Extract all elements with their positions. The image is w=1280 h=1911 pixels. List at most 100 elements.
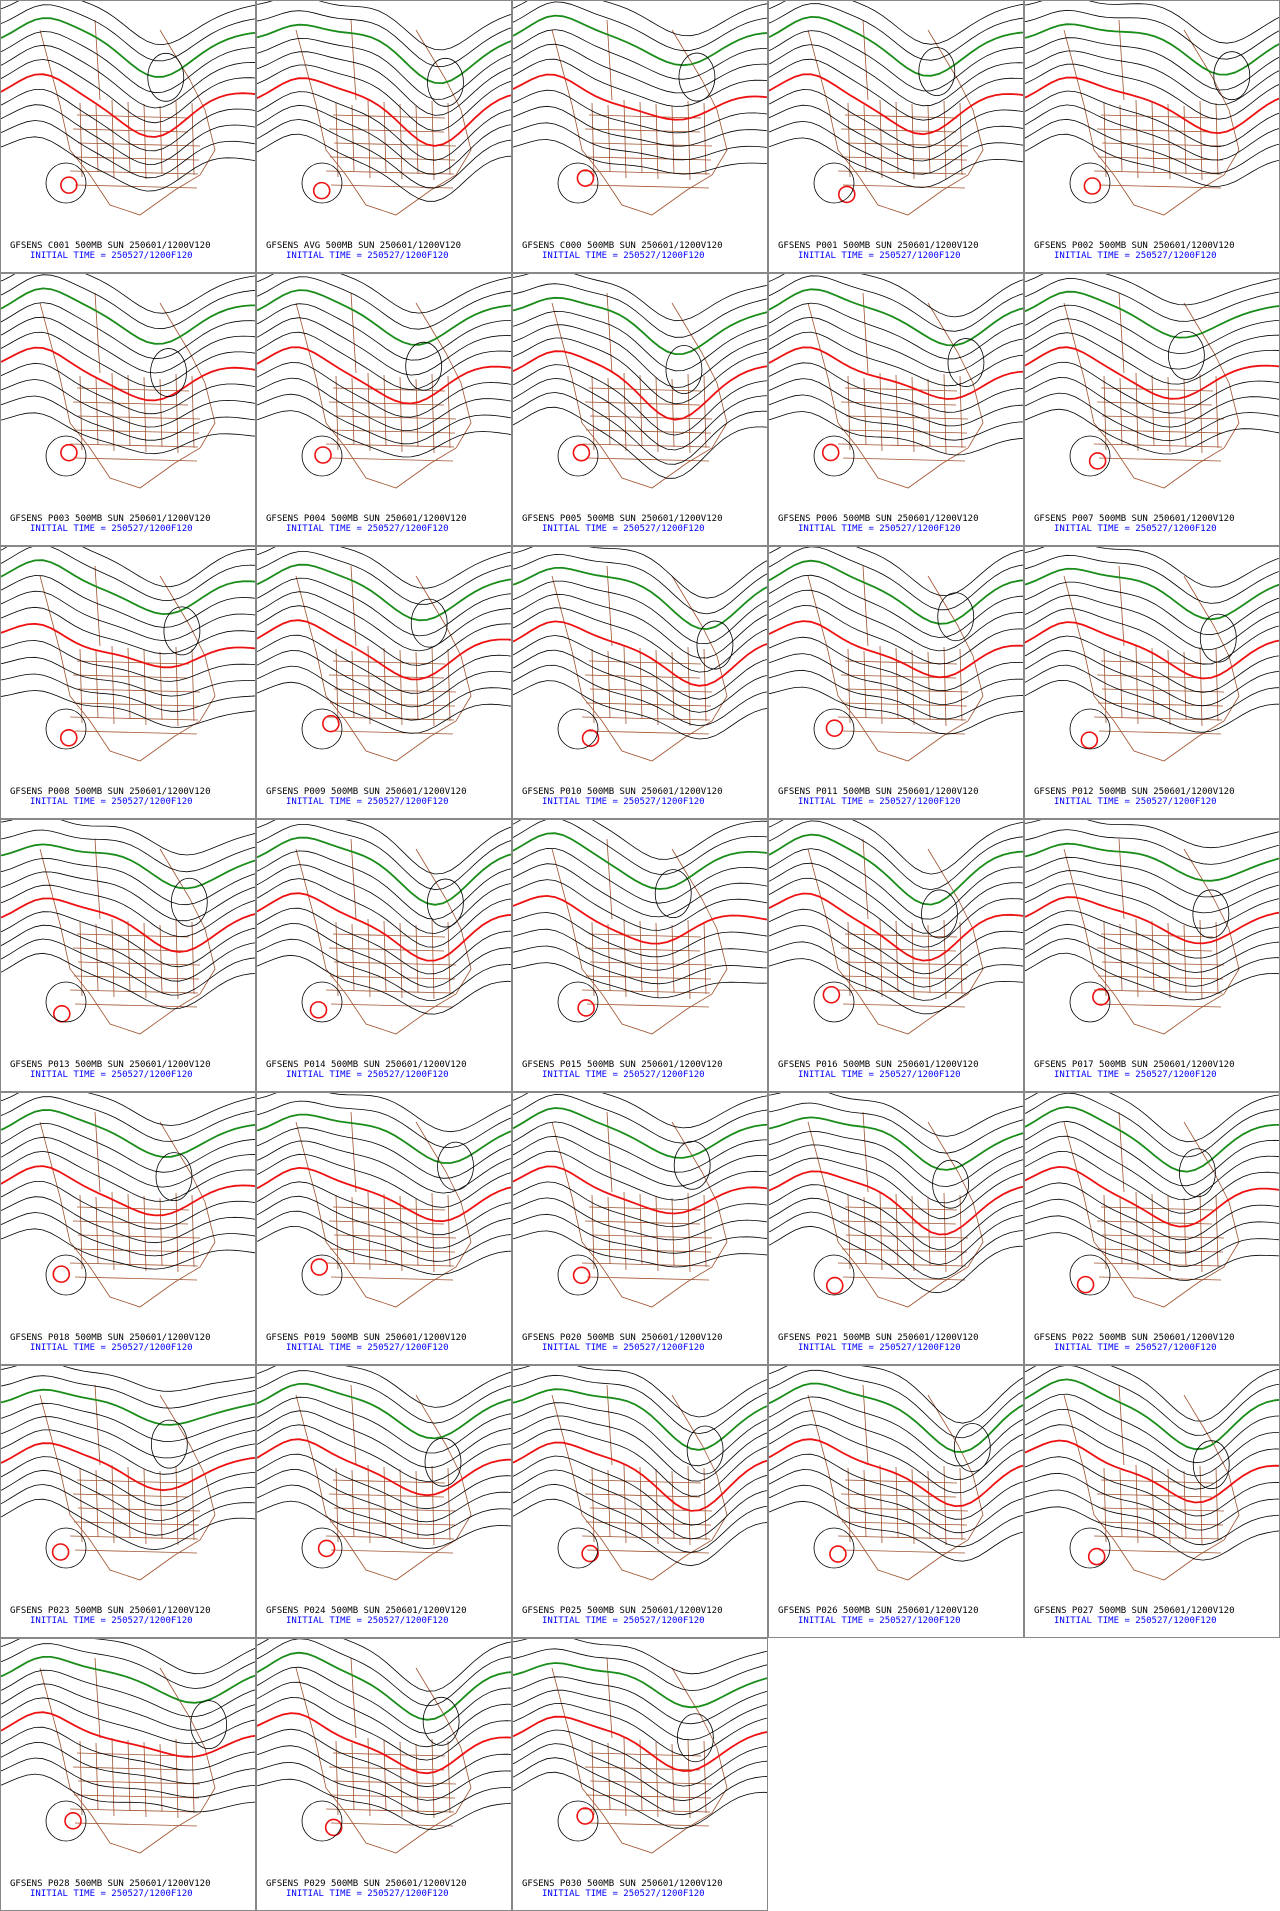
cutoff-ring <box>301 1527 343 1569</box>
cutoff-low <box>312 181 331 200</box>
contour <box>769 275 1023 332</box>
contour-576 <box>257 619 511 681</box>
cutoff-low <box>317 1539 336 1558</box>
contour <box>1 379 255 428</box>
cutoff-low <box>52 1265 71 1283</box>
map-panel: GFSENS P022 500MB SUN 250601/1200V120INI… <box>1024 1092 1280 1365</box>
closed-low <box>921 889 958 939</box>
contour <box>1 884 255 938</box>
map-area <box>513 1639 767 1854</box>
contour <box>1 871 255 922</box>
contour <box>1025 274 1279 306</box>
contour <box>769 1211 1023 1280</box>
map-area <box>1 274 255 489</box>
borders <box>39 1657 216 1854</box>
contour-576 <box>1 1711 255 1758</box>
contour <box>1025 581 1279 636</box>
borders <box>1063 19 1240 216</box>
contour <box>1 1402 255 1442</box>
contour <box>769 120 1023 175</box>
contour <box>1025 547 1279 588</box>
map-area <box>1025 547 1279 762</box>
contour <box>1025 1366 1279 1436</box>
contour <box>1025 50 1279 106</box>
contour <box>1 274 255 314</box>
panel-frame <box>256 1092 512 1365</box>
contour-576 <box>257 1712 511 1775</box>
panel-label: GFSENS P009 500MB SUN 250601/1200V120 <box>266 787 466 797</box>
contour <box>513 1455 767 1526</box>
panel-frame <box>768 273 1024 546</box>
contour <box>1 673 255 712</box>
contour-576 <box>513 1441 767 1512</box>
contour <box>1 1757 255 1798</box>
contour <box>513 364 767 436</box>
map-area <box>257 274 511 489</box>
closed-low <box>953 1423 991 1472</box>
map-panel: GFSENS P001 500MB SUN 250601/1200V120INI… <box>768 0 1024 273</box>
initial-time: INITIAL TIME = 250527/1200F120 <box>542 251 705 261</box>
borders <box>551 1384 728 1581</box>
initial-time: INITIAL TIME = 250527/1200F120 <box>30 251 193 261</box>
panel-label: GFSENS P022 500MB SUN 250601/1200V120 <box>1034 1333 1234 1343</box>
contour <box>1 590 255 642</box>
contour <box>1025 679 1279 733</box>
cutoff-ring <box>557 708 599 750</box>
contour <box>257 64 511 132</box>
panel-frame <box>1024 0 1280 273</box>
contour <box>769 58 1023 121</box>
contour <box>513 879 767 931</box>
panel-label: GFSENS P024 500MB SUN 250601/1200V120 <box>266 1606 466 1616</box>
map-area <box>257 1 511 216</box>
closed-low <box>673 1140 711 1190</box>
contour <box>1 1742 255 1784</box>
cutoff-ring <box>557 981 599 1023</box>
map-area <box>257 1366 511 1581</box>
contour <box>1 1228 255 1270</box>
contour <box>257 824 511 891</box>
contour <box>769 1396 1023 1467</box>
contour <box>1 1212 255 1257</box>
contour <box>513 1150 767 1201</box>
contour <box>513 820 767 860</box>
map-area <box>257 820 511 1035</box>
map-panel: GFSENS P003 500MB SUN 250601/1200V120INI… <box>0 273 256 546</box>
contour <box>257 1469 511 1523</box>
cutoff-low <box>322 714 340 733</box>
contour <box>513 554 767 615</box>
contour <box>513 1135 767 1187</box>
contour <box>513 962 767 999</box>
cutoff-ring <box>301 1800 343 1842</box>
contour <box>257 681 511 734</box>
contour <box>513 139 767 175</box>
map-area <box>513 1366 767 1581</box>
panel-frame <box>768 546 1024 819</box>
contour <box>513 1771 767 1829</box>
contour <box>513 274 767 322</box>
contour <box>513 1181 767 1228</box>
contour <box>513 928 767 971</box>
contour-552 <box>513 1388 767 1451</box>
contour <box>1025 870 1279 914</box>
contour <box>1025 923 1279 973</box>
cutoff-ring <box>1069 1254 1111 1296</box>
contour <box>257 820 511 875</box>
contour <box>1025 104 1279 161</box>
cutoff-ring <box>557 162 599 204</box>
borders <box>295 1384 472 1581</box>
contour <box>1 1683 255 1731</box>
contour-576 <box>513 894 767 945</box>
contour <box>513 1 767 37</box>
panel-label: GFSENS P018 500MB SUN 250601/1200V120 <box>10 1333 210 1343</box>
contour-552 <box>1025 23 1279 76</box>
contour <box>257 276 511 330</box>
contour <box>257 1778 511 1830</box>
contour-576 <box>257 892 511 962</box>
panel-frame <box>768 819 1024 1092</box>
contour <box>769 547 1023 611</box>
panel-label: GFSENS P007 500MB SUN 250601/1200V120 <box>1034 514 1234 524</box>
contour <box>769 669 1023 720</box>
initial-time: INITIAL TIME = 250527/1200F120 <box>30 797 193 807</box>
contour <box>513 58 767 107</box>
